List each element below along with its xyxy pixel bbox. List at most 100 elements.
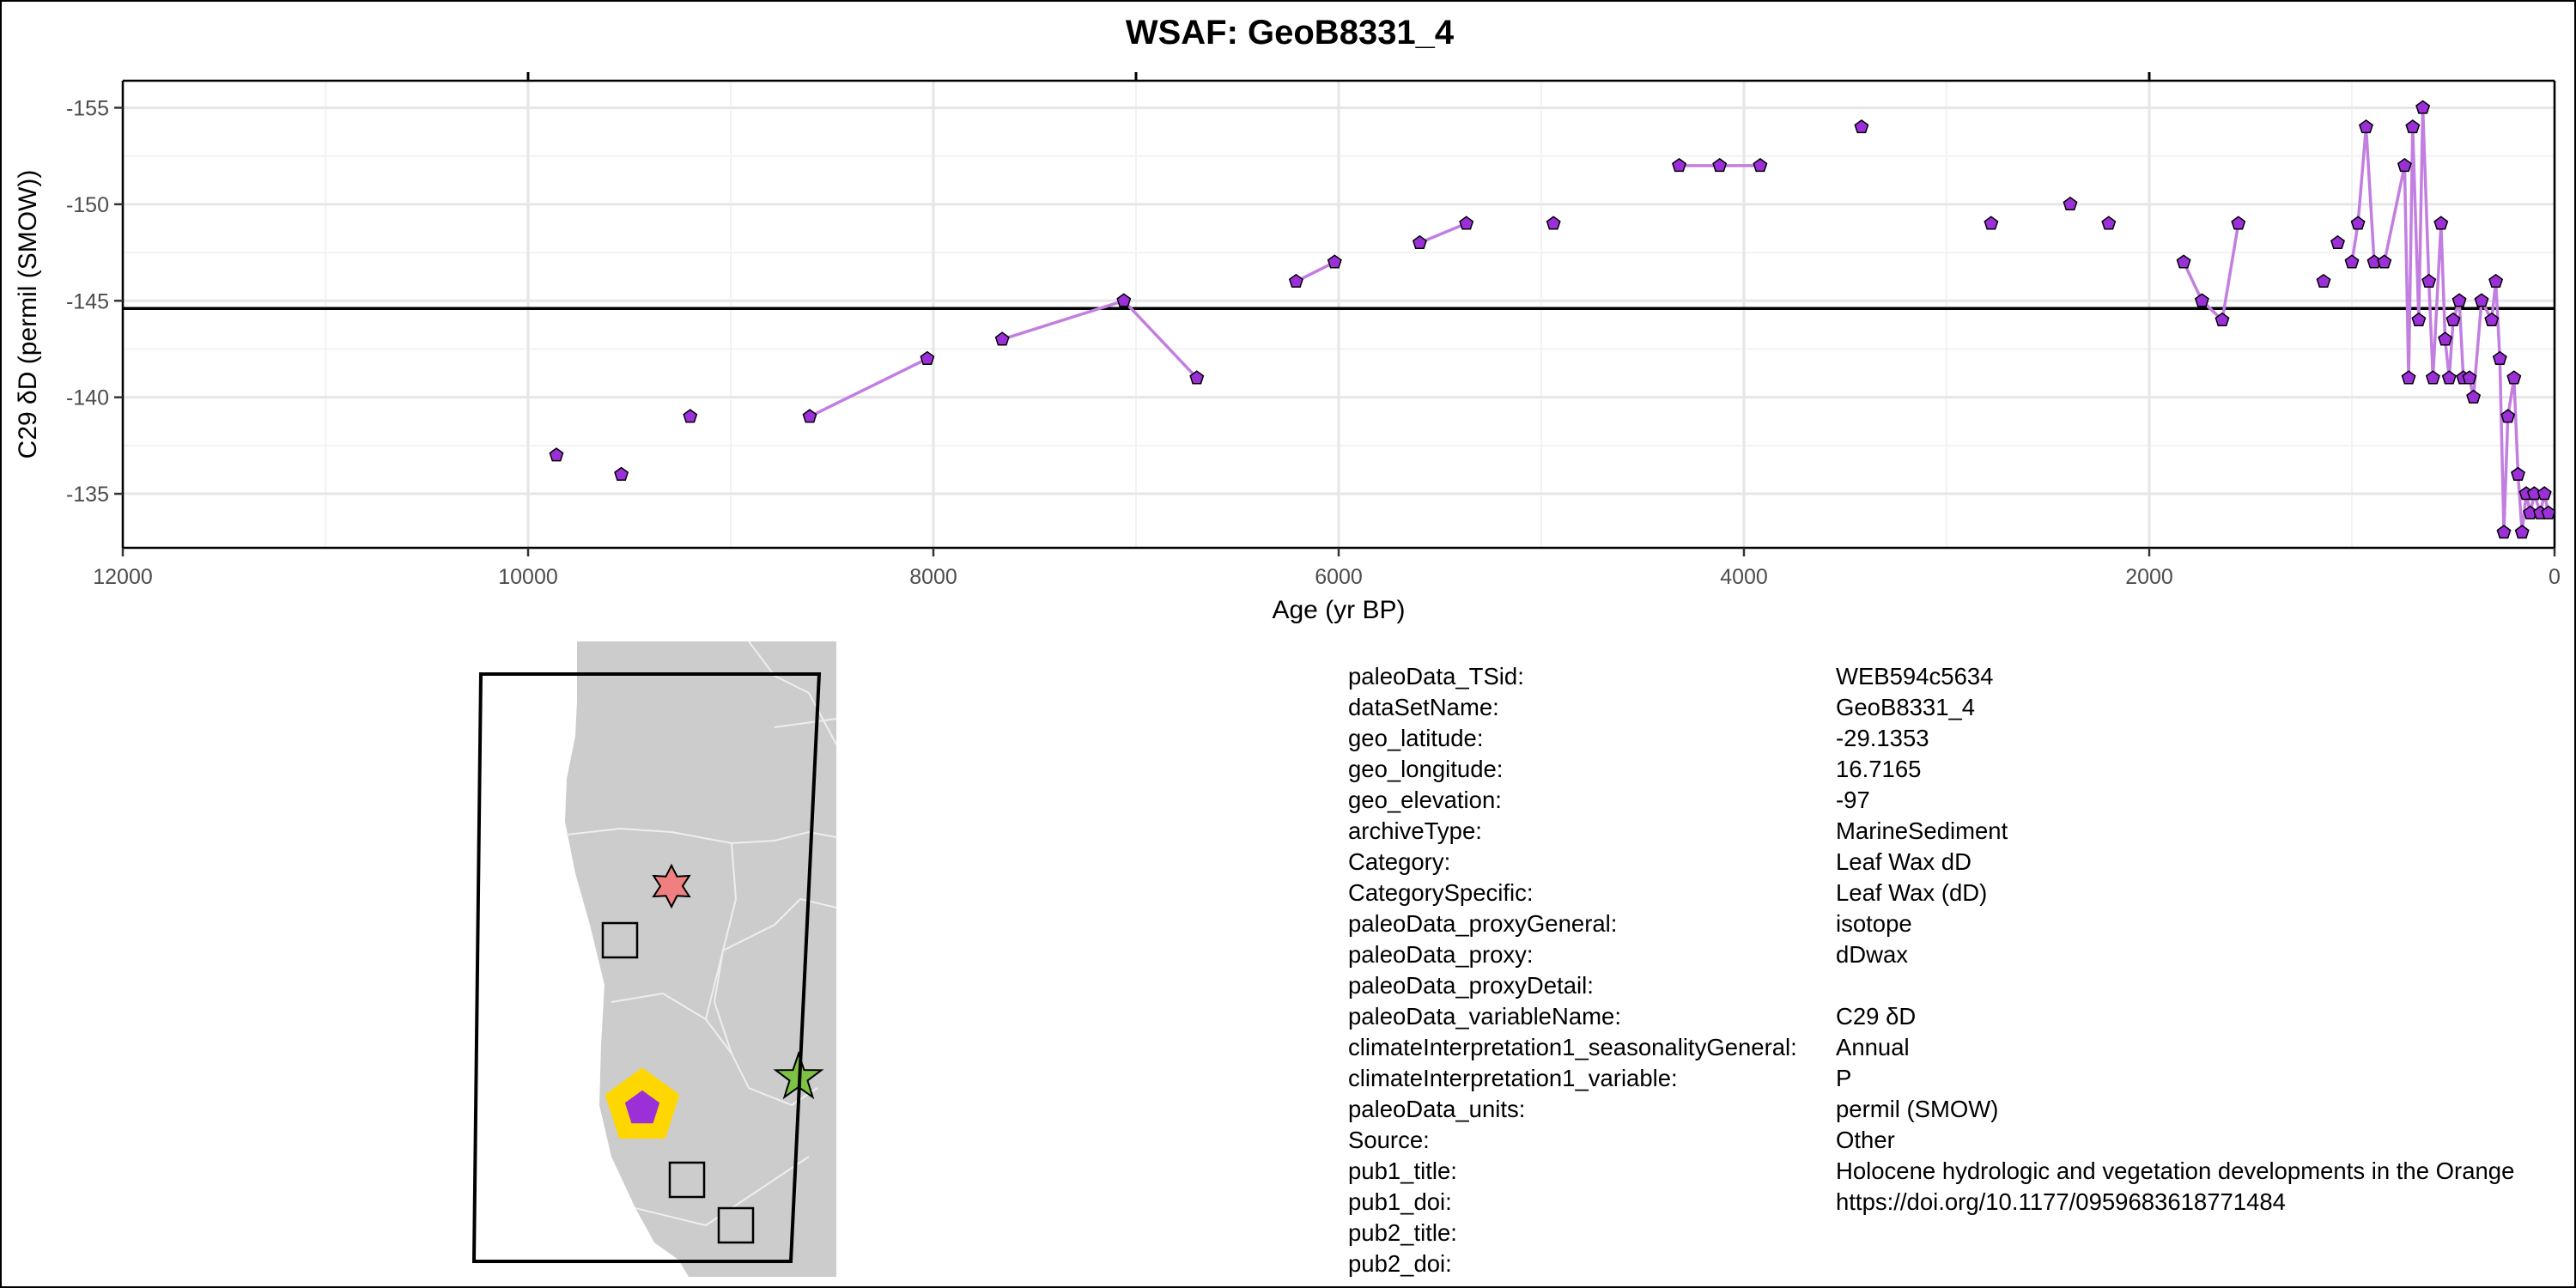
- metadata-key: paleoData_units:: [1348, 1096, 1526, 1122]
- data-point: [2425, 370, 2440, 385]
- metadata-row: geo_longitude: 16.7165: [1348, 754, 2574, 785]
- data-point: [2441, 370, 2457, 385]
- metadata-key: pub1_title:: [1348, 1157, 1457, 1184]
- site-marker-star6: [652, 863, 691, 909]
- metadata-key: Source:: [1348, 1127, 1430, 1153]
- y-tick-label: -140: [66, 386, 109, 410]
- series-line: [2356, 125, 2407, 264]
- data-point: [2466, 389, 2482, 404]
- y-axis-label: C29 δD (permil (SMOW)): [14, 170, 42, 459]
- metadata-value: P: [1836, 1065, 1852, 1091]
- metadata-row: pub1_title: Holocene hydrologic and veget…: [1348, 1156, 2574, 1187]
- metadata-table: paleoData_TSid: WEB594c5634 dataSetName: Ge…: [1348, 661, 2574, 1279]
- data-point: [920, 350, 935, 365]
- data-point: [2405, 119, 2421, 134]
- data-point: [2359, 119, 2373, 134]
- map-extent-frame: [471, 672, 822, 1263]
- series-line: [1295, 260, 1336, 283]
- metadata-key: paleoData_proxyGeneral:: [1348, 910, 1618, 937]
- metadata-key: pub2_doi:: [1348, 1250, 1452, 1277]
- metadata-value: C29 δD: [1836, 1003, 1917, 1030]
- data-point: [1189, 370, 1205, 385]
- metadata-row: paleoData_TSid: WEB594c5634: [1348, 661, 2574, 692]
- metadata-row: paleoData_proxyGeneral: isotope: [1348, 908, 2574, 939]
- metadata-row: pub2_title:: [1348, 1218, 2574, 1249]
- data-point: [1984, 216, 1999, 230]
- data-point: [2397, 157, 2412, 173]
- data-point: [2377, 254, 2392, 269]
- data-point: [2492, 350, 2507, 365]
- data-point: [2462, 370, 2477, 385]
- data-point: [1116, 293, 1132, 307]
- metadata-value: Other: [1836, 1127, 1895, 1153]
- site-marker-square: [717, 1206, 755, 1244]
- metadata-key: pub1_doi:: [1348, 1188, 1452, 1215]
- data-point: [1753, 157, 1768, 173]
- metadata-row: paleoData_variableName: C29 δD: [1348, 1001, 2574, 1032]
- data-point: [2344, 254, 2360, 269]
- site-marker-square: [601, 921, 639, 959]
- metadata-value: isotope: [1836, 910, 1912, 937]
- metadata-key: paleoData_variableName:: [1348, 1003, 1621, 1030]
- site-marker-square: [668, 1161, 706, 1199]
- metadata-row: geo_latitude: -29.1353: [1348, 723, 2574, 754]
- chart-title: WSAF: GeoB8331_4: [1125, 14, 1455, 52]
- metadata-value: Annual: [1836, 1034, 1910, 1060]
- data-point: [1412, 234, 1427, 250]
- series-line: [809, 357, 928, 418]
- metadata-value: permil (SMOW): [1836, 1096, 1999, 1122]
- metadata-value: Holocene hydrologic and vegetation devel…: [1836, 1157, 2515, 1184]
- metadata-value: WEB594c5634: [1836, 663, 1994, 690]
- metadata-row: paleoData_proxy: dDwax: [1348, 939, 2574, 970]
- country-borders: [566, 641, 836, 1227]
- x-tick-label: 0: [2549, 565, 2561, 589]
- data-point: [1672, 157, 1686, 173]
- y-tick-label: -135: [66, 483, 109, 507]
- metadata-value: -97: [1836, 787, 1870, 813]
- series-line: [2403, 125, 2421, 380]
- metadata-value: Leaf Wax (dD): [1836, 879, 1988, 906]
- metadata-row: climateInterpretation1_seasonalityGenera…: [1348, 1032, 2574, 1063]
- data-point: [2231, 216, 2246, 230]
- metadata-value: https://doi.org/10.1177/0959683618771484: [1836, 1188, 2286, 1215]
- metadata-key: CategorySpecific:: [1348, 879, 1534, 906]
- data-point: [2176, 254, 2191, 269]
- x-tick-label: 4000: [1720, 565, 1768, 589]
- series-line: [2417, 106, 2550, 534]
- data-point: [2433, 216, 2449, 230]
- site-map: [471, 641, 836, 1277]
- series-line: [2182, 261, 2224, 321]
- metadata-row: paleoData_units: permil (SMOW): [1348, 1094, 2574, 1125]
- metadata-row: Source: Other: [1348, 1125, 2574, 1156]
- metadata-key: geo_elevation:: [1348, 787, 1502, 813]
- data-point: [2411, 312, 2427, 326]
- series-line: [2221, 223, 2240, 320]
- metadata-row: archiveType: MarineSediment: [1348, 816, 2574, 847]
- metadata-key: geo_latitude:: [1348, 725, 1484, 751]
- data-point: [802, 409, 817, 423]
- data-point: [2401, 370, 2416, 385]
- x-axis-label: Age (yr BP): [1272, 596, 1405, 624]
- data-point: [2194, 293, 2209, 307]
- data-point: [2215, 312, 2230, 326]
- metadata-row: CategorySpecific: Leaf Wax (dD): [1348, 878, 2574, 908]
- data-point: [2474, 293, 2489, 307]
- metadata-key: paleoData_proxyDetail:: [1348, 972, 1594, 999]
- data-point: [994, 331, 1010, 346]
- metadata-row: Category: Leaf Wax dD: [1348, 847, 2574, 878]
- x-tick-label: 8000: [909, 565, 957, 589]
- metadata-key: Category:: [1348, 848, 1451, 875]
- metadata-key: archiveType:: [1348, 817, 1482, 844]
- data-point: [2421, 273, 2437, 289]
- metadata-row: geo_elevation: -97: [1348, 785, 2574, 816]
- data-point: [2316, 273, 2331, 289]
- data-point: [2511, 466, 2525, 481]
- data-point: [2451, 293, 2467, 307]
- timeseries-chart: 12000 10000 8000 6000 4000 2000 0 -155 -150 -145 -…: [14, 72, 2561, 624]
- data-point: [2496, 525, 2512, 539]
- series-points: [549, 100, 2556, 539]
- data-point: [2330, 234, 2345, 250]
- data-point: [2445, 312, 2461, 326]
- data-point: [2500, 409, 2516, 423]
